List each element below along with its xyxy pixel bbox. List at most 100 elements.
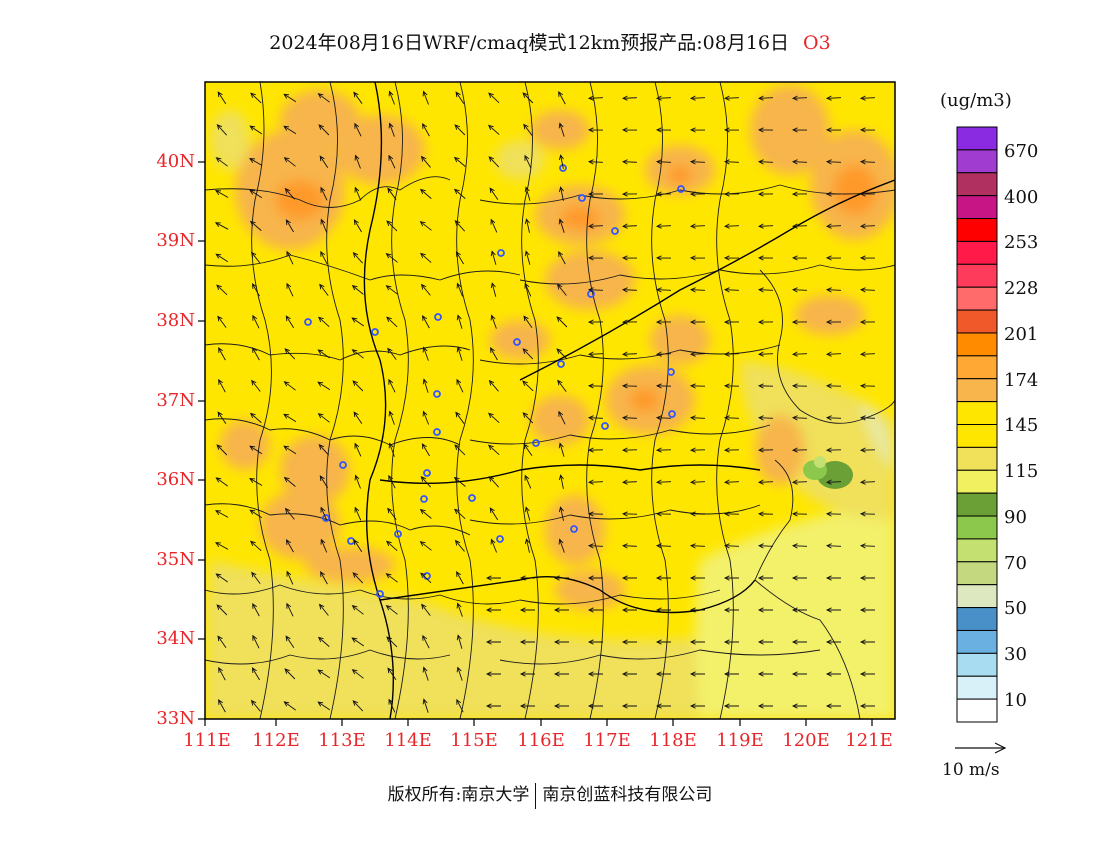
legend-swatch — [956, 309, 998, 334]
wind-arrow — [522, 412, 534, 424]
wind-arrow — [320, 250, 328, 265]
wind-arrow — [215, 573, 228, 583]
wind-arrow — [723, 415, 740, 421]
wind-arrow — [757, 191, 774, 197]
wind-arrow — [558, 218, 565, 233]
lon-label-112e: 112E — [252, 730, 300, 751]
wind-arrow — [456, 666, 463, 681]
wind-arrow — [419, 221, 432, 231]
wind-arrow — [354, 506, 362, 521]
wind-arrow — [859, 671, 875, 677]
wind-arrow — [587, 127, 604, 133]
wind-arrow — [553, 671, 569, 677]
wind-arrow — [825, 351, 842, 357]
wind-arrow — [388, 154, 396, 169]
wind-arrow — [689, 479, 706, 485]
wind-arrow — [320, 218, 328, 233]
wind-arrow — [456, 634, 463, 649]
wind-arrow — [419, 508, 432, 519]
copyright-left: 版权所有:南京大学 — [387, 785, 530, 805]
wind-arrow — [388, 442, 395, 457]
wind-arrow — [420, 476, 432, 488]
wind-arrow — [825, 159, 842, 165]
wind-arrow — [757, 415, 774, 421]
wind-arrow — [386, 220, 398, 232]
legend-swatch — [956, 286, 998, 311]
legend-unit: (ug/m3) — [940, 90, 1012, 111]
lat-label-37n: 37N — [156, 390, 195, 411]
wind-arrow — [283, 476, 296, 487]
wind-arrow — [353, 411, 363, 425]
wind-arrow — [558, 410, 566, 425]
wind-arrow — [485, 671, 501, 677]
wind-arrow — [655, 575, 671, 581]
wind-arrow — [621, 415, 638, 421]
wind-arrow — [791, 479, 808, 485]
wind-arrow — [283, 445, 297, 455]
wind-arrow — [214, 510, 229, 518]
legend-label-90: 90 — [1004, 507, 1027, 528]
wind-arrow — [387, 667, 397, 681]
legend-swatch — [956, 698, 998, 723]
wind-arrow — [791, 607, 807, 613]
wind-arrow — [218, 346, 226, 361]
lon-label-118e: 118E — [649, 730, 697, 751]
wind-arrow — [757, 671, 773, 677]
wind-arrow — [791, 543, 808, 549]
wind-arrow — [251, 379, 261, 392]
wind-arrow — [248, 157, 263, 166]
legend-swatch — [956, 561, 998, 586]
wind-arrow — [859, 447, 876, 453]
wind-arrow — [689, 703, 705, 709]
wind-arrow — [250, 540, 262, 552]
wind-arrow — [587, 511, 604, 517]
wind-arrow — [317, 701, 331, 711]
wind-arrow — [351, 637, 365, 647]
wind-arrow — [723, 255, 740, 261]
wind-arrow — [317, 349, 330, 359]
wind-arrow — [214, 542, 229, 550]
wind-arrow — [825, 671, 841, 677]
wind-arrow — [791, 223, 808, 229]
wind-arrow — [757, 319, 774, 325]
wind-arrow — [455, 91, 465, 105]
legend-colorbar — [956, 126, 998, 723]
wind-arrow — [757, 383, 774, 389]
wind-arrow — [825, 191, 842, 197]
wind-arrow — [723, 127, 740, 133]
wind-arrow — [252, 314, 260, 329]
wind-arrow — [757, 95, 774, 101]
wind-arrow — [587, 319, 604, 325]
wind-arrow — [519, 639, 535, 645]
wind-arrow — [286, 282, 294, 297]
wind-arrow — [283, 413, 297, 423]
wind-arrow — [723, 575, 739, 581]
wind-arrow — [558, 154, 564, 169]
wind-arrow — [791, 703, 807, 709]
wind-arrow — [488, 156, 500, 168]
wind-arrow — [320, 538, 328, 553]
wind-arrow — [723, 607, 739, 613]
wind-arrow — [655, 351, 672, 357]
wind-arrow — [524, 538, 530, 553]
wind-arrow — [825, 575, 841, 581]
wind-arrow — [689, 447, 706, 453]
wind-arrow — [286, 250, 294, 265]
wind-arrow — [214, 189, 229, 198]
lon-label-119e: 119E — [716, 730, 764, 751]
wind-arrow — [621, 511, 638, 517]
wind-arrow — [354, 154, 361, 169]
wind-arrow — [723, 703, 739, 709]
wind-arrow — [421, 603, 431, 616]
wind-arrow — [723, 351, 740, 357]
wind-arrow — [655, 479, 672, 485]
wind-arrow — [485, 703, 501, 709]
legend-swatch — [956, 652, 998, 677]
wind-arrow — [621, 223, 638, 229]
wind-arrow — [587, 447, 604, 453]
wind-arrow — [587, 159, 604, 165]
wind-arrow — [723, 319, 740, 325]
wind-arrow — [621, 319, 638, 325]
wind-arrow — [859, 543, 876, 549]
wind-arrow — [388, 698, 396, 713]
